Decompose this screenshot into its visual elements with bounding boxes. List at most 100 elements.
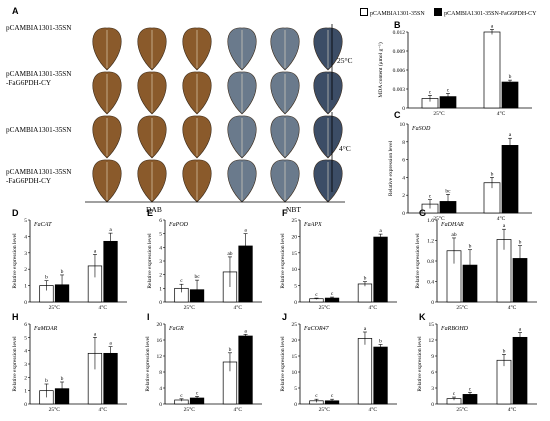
y-tick-label: 0.8 [427, 259, 434, 265]
legend-open-label: pCAMBIA1301-35SN [370, 11, 425, 17]
x-tick-label: 4°C [98, 406, 107, 413]
y-tick-label: 5 [294, 284, 297, 290]
significance-letter: c [447, 87, 450, 93]
y-tick-label: 0.4 [427, 280, 434, 286]
x-tick-label: 25°C [319, 406, 331, 413]
panel-letter-f: F [282, 208, 288, 218]
significance-letter: c [453, 391, 456, 397]
bar-c-s2-c2 [501, 145, 519, 214]
significance-letter: a [94, 248, 97, 254]
significance-letter: a [379, 228, 382, 234]
significance-letter: a [244, 228, 247, 234]
y-tick-label: 2 [24, 267, 27, 273]
significance-letter: b [45, 275, 48, 281]
chart-title: FaMDAR [33, 326, 58, 332]
x-tick-label: 25°C [319, 304, 331, 311]
x-tick-label: 25°C [184, 304, 196, 311]
bar-h-s2-c2 [103, 352, 118, 405]
significance-letter: a [491, 23, 494, 29]
chart-title: FaAPX [303, 222, 322, 228]
y-tick-label: 0 [431, 402, 434, 408]
chart-b-body: B 0 0.003 0.006 0.009 0.012 MDA content (μmol … [377, 20, 532, 117]
y-tick-label: 0 [402, 106, 405, 112]
y-tick-label: 8 [159, 370, 162, 376]
significance-letter: c [196, 390, 199, 396]
y-tick-label: 5 [294, 386, 297, 392]
x-tick-label: 25°C [49, 304, 61, 311]
panel-letter-b: B [394, 20, 401, 30]
stain-label-nbt: NBT [286, 205, 301, 214]
x-tick-label: 25°C [433, 215, 445, 222]
y-tick-label: 0 [24, 402, 27, 408]
y-axis-label: Relative expression level [12, 336, 18, 392]
chart-i-body: I 0 4 8 12 16 20 Relative expression level FaGR c… [145, 312, 262, 413]
chart-b: B 0 0.003 0.006 0.009 0.012 MDA content (μmol … [377, 20, 532, 117]
y-tick-label: 6 [159, 218, 162, 224]
y-tick-label: 10 [292, 370, 298, 376]
y-tick-label: 15 [292, 251, 298, 257]
y-axis-label: Relative expression level [417, 336, 423, 392]
significance-letter: bc [194, 274, 200, 280]
chart-d-body: D 0 1 2 3 4 5 Relative expression level FaCAT b b 2… [12, 208, 127, 311]
significance-letter: b [503, 348, 506, 354]
y-tick-label: 20 [292, 234, 298, 240]
chart-title: FaDHAR [440, 222, 464, 228]
y-tick-label: 0 [431, 300, 434, 306]
significance-letter: a [109, 341, 112, 347]
y-tick-label: 2 [402, 193, 405, 199]
significance-letter: b [61, 376, 64, 382]
panel-letter-h: H [12, 312, 19, 322]
row-label-2-text: pCAMBIA1301-35SN -FaG6PDH-CY [6, 70, 72, 87]
row-label-3: pCAMBIA1301-35SN [6, 126, 72, 134]
temp-label-4: 4°C [339, 144, 351, 153]
legend-open-swatch [360, 8, 368, 16]
bar-f-s2-c2 [373, 236, 388, 303]
y-tick-label: 0.012 [393, 30, 406, 36]
y-tick-label: 20 [157, 322, 163, 328]
chart-title: FaRBOHD [440, 326, 469, 332]
significance-letter: c [180, 393, 183, 399]
y-tick-label: 0.009 [393, 49, 406, 55]
y-tick-label: 1 [24, 284, 27, 290]
bar-b-s1-c2 [483, 31, 501, 109]
y-tick-label: 12 [429, 338, 435, 344]
y-tick-label: 0.003 [393, 87, 406, 93]
significance-letter: b [61, 269, 64, 275]
panel-letter-c: C [394, 110, 401, 120]
significance-letter: a [244, 328, 247, 334]
chart-title: FaSOD [411, 126, 431, 132]
chart-k: K 0 3 6 9 12 15 Relative expression level FaRBOH… [417, 312, 537, 413]
bar-d-s2-c2 [103, 240, 118, 303]
y-tick-label: 15 [292, 354, 298, 360]
y-tick-label: 3 [431, 386, 434, 392]
x-tick-label: 4°C [98, 304, 107, 311]
y-tick-label: 3 [24, 362, 27, 368]
bar-j-s2-c2 [373, 346, 388, 405]
x-tick-label: 25°C [49, 406, 61, 413]
row-label-4-text: pCAMBIA1301-35SN -FaG6PDH-CY [6, 168, 72, 185]
y-tick-label: 4 [24, 234, 27, 240]
x-tick-label: 4°C [497, 215, 506, 222]
y-axis-label: Relative expression level [280, 336, 286, 392]
y-axis-label: Relative expression level [145, 336, 151, 392]
bar-f-s1-c2 [357, 283, 373, 303]
legend-filled-label: pCAMBIA1301-35SN-FaG6PDH-CY [444, 11, 537, 17]
significance-letter: c [469, 386, 472, 392]
chart-title: FaCOR47 [303, 325, 330, 332]
significance-letter: a [503, 223, 506, 229]
bar-i-s2-c2 [238, 335, 253, 405]
chart-title: FaCAT [33, 222, 52, 228]
y-tick-label: 5 [159, 232, 162, 238]
significance-letter: ab [451, 232, 456, 238]
significance-letter: c [429, 89, 432, 95]
y-tick-label: 4 [24, 349, 27, 355]
temp-label-25: 25°C [337, 56, 353, 65]
chart-f-body: F 0 5 10 15 20 25 Relative expression level FaAP… [280, 208, 397, 311]
y-tick-label: 3 [24, 251, 27, 257]
y-axis-label: MDA content (μmol g⁻¹) [377, 42, 384, 97]
stain-label-dab: DAB [146, 205, 162, 214]
significance-letter: c [180, 278, 183, 284]
y-tick-label: 0 [159, 402, 162, 408]
panel-letter-e: E [147, 208, 153, 218]
y-tick-label: 1.6 [427, 218, 434, 224]
